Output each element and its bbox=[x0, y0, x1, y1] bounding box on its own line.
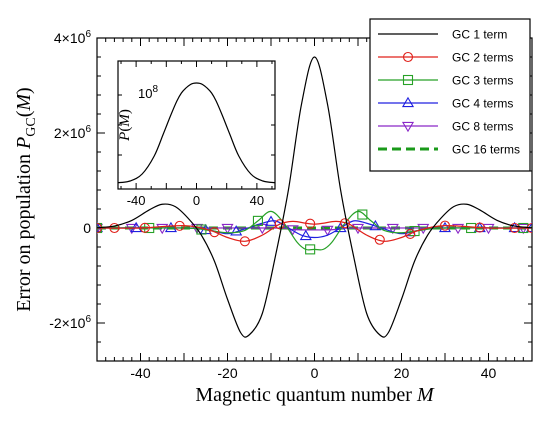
y-tick-exponent: 6 bbox=[85, 124, 91, 135]
inset-x-tick-label: 0 bbox=[193, 193, 200, 208]
series-marker-gc-2-terms bbox=[239, 236, 250, 247]
legend-marker-gc-3-terms bbox=[402, 74, 414, 86]
series-marker-gc-2-terms bbox=[439, 220, 451, 231]
series-line-gc-4-terms bbox=[97, 220, 532, 239]
series-marker-gc-2-terms bbox=[474, 222, 485, 233]
legend-marker-gc-8-terms bbox=[401, 121, 415, 133]
series-line-gc-8-terms bbox=[97, 227, 532, 231]
series-layer bbox=[97, 56, 532, 338]
y-tick-label: 0 bbox=[83, 220, 91, 236]
x-tick-label: 20 bbox=[394, 365, 410, 381]
series-marker-gc-8-terms bbox=[386, 223, 399, 235]
inset-plot: -40 0 40 108 P(M) bbox=[117, 60, 276, 208]
legend: GC 1 term GC 2 terms GC 3 terms GC 4 terms G… bbox=[369, 18, 531, 172]
inset-series-line bbox=[118, 82, 275, 184]
series-marker-gc-8-terms bbox=[517, 223, 530, 235]
series-marker-gc-8-terms bbox=[351, 223, 365, 235]
series-marker-gc-4-terms bbox=[230, 225, 243, 236]
series-marker-gc-8-terms bbox=[156, 223, 169, 235]
inset-y-exponent: 8 bbox=[152, 84, 158, 95]
legend-marker-gc-2-terms bbox=[402, 51, 414, 63]
inset-x-tick-label: 40 bbox=[250, 193, 264, 208]
legend-label-gc-1-term: GC 1 term bbox=[452, 28, 507, 42]
inset-y-annotation: 108 bbox=[138, 84, 158, 101]
y-tick-label: -2×106 bbox=[49, 314, 91, 331]
legend-box bbox=[369, 18, 531, 172]
x-tick-label: -40 bbox=[130, 365, 150, 381]
inset-y-axis-title: P(M) bbox=[117, 109, 133, 142]
legend-marker-gc-4-terms bbox=[401, 96, 415, 108]
series-marker-gc-3-terms bbox=[305, 244, 316, 255]
series-marker-gc-4-terms bbox=[264, 215, 278, 226]
x-tick-label: 0 bbox=[311, 365, 319, 381]
series-line-gc-1-term bbox=[97, 56, 532, 338]
series-marker-gc-8-terms bbox=[451, 223, 465, 235]
y-tick-exponent: 6 bbox=[85, 314, 91, 325]
series-marker-gc-4-terms bbox=[130, 221, 143, 233]
y-tick-label: 4×106 bbox=[54, 29, 92, 46]
series-marker-gc-8-terms bbox=[321, 225, 334, 237]
series-marker-gc-4-terms bbox=[369, 219, 382, 231]
inset-frame bbox=[117, 60, 276, 190]
series-marker-gc-2-terms bbox=[509, 222, 520, 234]
series-marker-gc-3-terms bbox=[357, 209, 368, 220]
series-marker-gc-2-terms bbox=[274, 219, 285, 230]
series-marker-gc-4-terms bbox=[164, 221, 178, 233]
series-marker-gc-2-terms bbox=[109, 222, 120, 234]
x-tick-label: -20 bbox=[217, 365, 237, 381]
series-marker-gc-8-terms bbox=[221, 223, 234, 235]
legend-label-gc-4-terms: GC 4 terms bbox=[452, 97, 513, 111]
series-marker-gc-4-terms bbox=[438, 221, 452, 233]
legend-label-gc-3-terms: GC 3 terms bbox=[452, 74, 513, 88]
series-marker-gc-3-terms bbox=[252, 215, 263, 226]
y-axis-title: Error on population PGC(M) bbox=[13, 87, 39, 311]
series-marker-gc-2-terms bbox=[139, 222, 150, 233]
series-marker-gc-8-terms bbox=[97, 223, 104, 235]
y-tick-exponent: 6 bbox=[85, 29, 91, 40]
series-marker-gc-2-terms bbox=[305, 218, 316, 229]
series-marker-gc-2-terms bbox=[174, 220, 185, 231]
series-marker-gc-2-terms bbox=[374, 234, 385, 245]
series-marker-gc-8-terms bbox=[482, 223, 495, 235]
inset-x-tick-label: -40 bbox=[127, 193, 146, 208]
series-marker-gc-2-terms bbox=[405, 228, 416, 239]
x-tick-label: 40 bbox=[481, 365, 497, 381]
legend-label-gc-2-terms: GC 2 terms bbox=[452, 51, 513, 65]
y-tick-label: 2×106 bbox=[54, 124, 92, 141]
series-marker-gc-2-terms bbox=[209, 227, 220, 238]
legend-label-gc-8-terms: GC 8 terms bbox=[452, 120, 513, 134]
series-marker-gc-4-terms bbox=[299, 229, 312, 241]
series-marker-gc-2-terms bbox=[339, 218, 351, 229]
series-marker-gc-4-terms bbox=[508, 221, 521, 233]
legend-label-gc-16-terms: GC 16 terms bbox=[452, 143, 520, 157]
x-axis-title: Magnetic quantum number M bbox=[195, 384, 435, 406]
main-plot: -40 -20 0 20 40 4×106 2×106 0 -2×106 Magnetic qua… bbox=[13, 29, 533, 406]
series-marker-gc-8-terms bbox=[286, 225, 299, 236]
